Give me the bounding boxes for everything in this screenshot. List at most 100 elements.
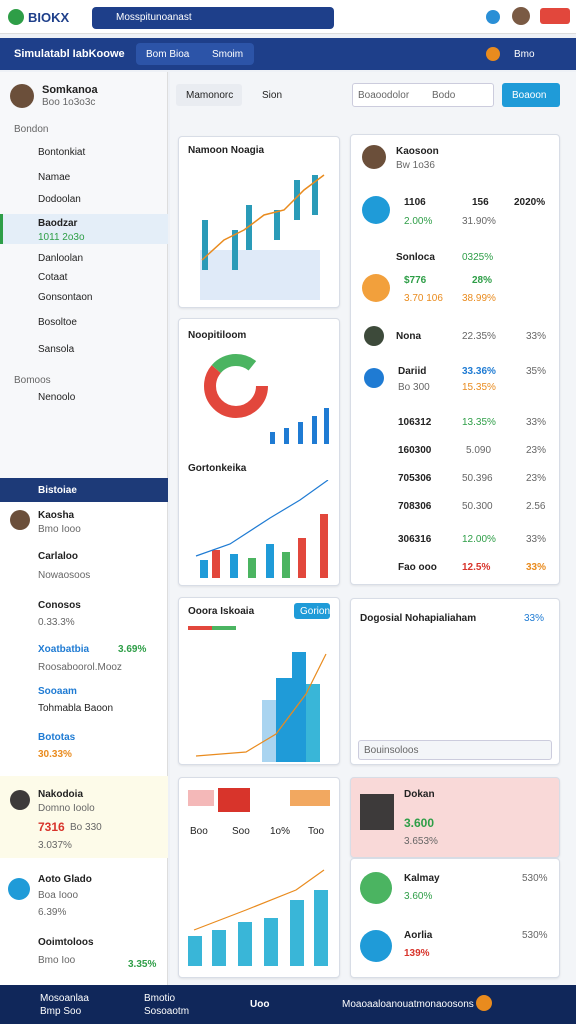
- button[interactable]: [294, 603, 330, 619]
- menu-item[interactable]: Cotaat: [38, 272, 68, 283]
- search-box[interactable]: [92, 7, 334, 29]
- avatar: [10, 790, 30, 810]
- icon[interactable]: [486, 10, 500, 24]
- nav-tab[interactable]: Smoim: [212, 49, 244, 60]
- bottom-item[interactable]: Bmp Soo: [40, 1006, 82, 1017]
- icon[interactable]: [476, 995, 492, 1011]
- cell: 5.090: [466, 445, 492, 456]
- search-input[interactable]: [358, 740, 552, 760]
- cell: 0325%: [462, 252, 494, 263]
- avatar: [362, 145, 386, 169]
- bottom-item[interactable]: Moaoaaloanouatmonaoosons: [342, 999, 474, 1010]
- select-text[interactable]: Bodo: [432, 90, 456, 101]
- row-value: 3.69%: [118, 644, 147, 655]
- bottom-item[interactable]: Sosoaotm: [144, 1006, 190, 1017]
- nav-tabs[interactable]: [136, 43, 254, 65]
- menu-item[interactable]: Nenoolo: [38, 392, 76, 403]
- bottom-item[interactable]: Uoo: [250, 999, 270, 1010]
- person-value: 530%: [522, 930, 548, 941]
- section-label: Bondon: [14, 124, 49, 135]
- nav-user[interactable]: Bmo: [514, 49, 535, 60]
- row-title: Aoto Glado: [38, 874, 92, 885]
- menu-item[interactable]: Dodoolan: [38, 194, 81, 205]
- avatar: [10, 84, 34, 108]
- cell: 33%: [526, 417, 547, 428]
- highlight-row: [0, 776, 168, 858]
- row-sub: 0.33.3%: [38, 617, 75, 628]
- menu-item[interactable]: Gonsontaon: [38, 292, 93, 303]
- person-name: Aorlia: [404, 930, 433, 941]
- bottom-item[interactable]: Bmotio: [144, 993, 176, 1004]
- nav-tab[interactable]: Bom Bioa: [146, 49, 190, 60]
- mini-chart: [200, 174, 325, 300]
- profile-name: Somkanoa: [42, 84, 98, 96]
- cell: Bo 300: [398, 382, 430, 393]
- filter-input[interactable]: [352, 83, 494, 107]
- row-sub: Bmo Iooo: [38, 524, 81, 535]
- row-sub: Bo 330: [70, 822, 102, 833]
- cell: 35%: [526, 366, 547, 377]
- row-value: 7316: [38, 820, 65, 834]
- card: [178, 318, 340, 586]
- cell: 2020%: [514, 197, 546, 208]
- search-text[interactable]: Mosspitunoanast: [116, 12, 192, 23]
- mini-chart: [188, 626, 327, 762]
- row-sub: 3.037%: [38, 840, 72, 851]
- cell: 106312: [398, 417, 432, 428]
- panel-header: [0, 478, 168, 502]
- cell: 3.70 106: [404, 293, 443, 304]
- menu-item[interactable]: Sansola: [38, 344, 75, 355]
- cell: 31.90%: [462, 216, 496, 227]
- cell: $776: [404, 275, 427, 286]
- cell: Fao ooo: [398, 562, 437, 573]
- nav-title: Simulatabl IabKoowe: [14, 48, 125, 60]
- menu-item[interactable]: Baodzar: [38, 218, 78, 229]
- cell: 33%: [526, 331, 547, 342]
- cell: 38.99%: [462, 293, 496, 304]
- menu-item[interactable]: Bontonkiat: [38, 147, 86, 158]
- close-button[interactable]: [540, 8, 570, 24]
- cell: 33%: [526, 562, 547, 573]
- cell: 50.300: [462, 501, 493, 512]
- cell: 33.36%: [462, 366, 496, 377]
- icon: [8, 878, 30, 900]
- menu-item[interactable]: Namae: [38, 172, 71, 183]
- avatar: [10, 510, 30, 530]
- input-text[interactable]: Bouinsoloos: [364, 745, 419, 756]
- icon: [360, 872, 392, 904]
- row-title: Conosos: [38, 600, 81, 611]
- button-label[interactable]: Boaoon: [512, 90, 547, 101]
- logo-icon: [8, 9, 24, 25]
- row-title: Ooimtoloos: [38, 937, 94, 948]
- card-title: Namoon Noagia: [188, 145, 265, 156]
- cell: 306316: [398, 534, 432, 545]
- button-label[interactable]: Gorion: [300, 606, 331, 617]
- menu-sub: 1011 2o3o: [38, 232, 85, 243]
- row-sub: Bmo Ioo: [38, 955, 76, 966]
- nav-icon[interactable]: [486, 47, 500, 61]
- card: [350, 598, 560, 765]
- menu-item[interactable]: Bosoltoe: [38, 317, 77, 328]
- avatar: [360, 794, 394, 830]
- person-sub: 139%: [404, 948, 430, 959]
- card-title: Ooora Iskoaia: [188, 606, 255, 617]
- input-text[interactable]: Boaoodolor: [358, 90, 410, 101]
- menu-item[interactable]: Danloolan: [38, 253, 84, 264]
- card-title: Gortonkeika: [188, 463, 247, 474]
- chip: [218, 788, 250, 812]
- profile-sub: Boo 1o3o3c: [42, 97, 96, 108]
- tab-label[interactable]: Mamonorc: [186, 90, 234, 101]
- tab-label[interactable]: Sion: [262, 90, 283, 101]
- bottom-item[interactable]: Mosoanlaa: [40, 993, 89, 1004]
- cell: 50.396: [462, 473, 493, 484]
- cell: 33%: [526, 534, 547, 545]
- cell: 12.00%: [462, 534, 496, 545]
- cell: 23%: [526, 445, 547, 456]
- mini-chart: [204, 354, 329, 444]
- tab[interactable]: [176, 84, 242, 106]
- panel: [0, 478, 168, 985]
- avatar[interactable]: [512, 7, 530, 25]
- button[interactable]: [502, 83, 560, 107]
- badge: 33%: [524, 613, 545, 624]
